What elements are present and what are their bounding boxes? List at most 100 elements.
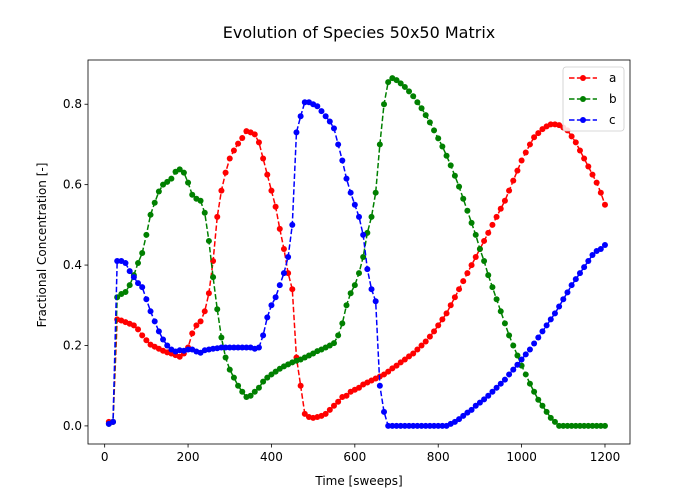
data-point-b-25 (210, 274, 217, 281)
data-point-b-32 (239, 388, 246, 395)
data-point-a-91 (485, 229, 492, 236)
data-point-b-72 (406, 88, 413, 95)
data-point-c-56 (339, 157, 346, 164)
data-point-c-67 (385, 422, 392, 429)
data-point-c-100 (522, 351, 529, 358)
data-point-b-58 (347, 290, 354, 297)
data-point-b-23 (201, 209, 208, 216)
data-point-a-21 (193, 322, 200, 329)
data-point-a-28 (222, 169, 229, 176)
data-point-a-30 (230, 147, 237, 154)
data-point-c-105 (543, 322, 550, 329)
legend: abc (562, 66, 625, 132)
data-point-a-94 (497, 205, 504, 212)
legend-swatch-marker-a (580, 75, 586, 81)
data-point-b-38 (264, 374, 271, 381)
data-point-c-8 (139, 284, 146, 291)
data-point-a-78 (431, 328, 438, 335)
data-point-b-116 (589, 422, 596, 429)
data-point-b-56 (339, 320, 346, 327)
data-point-a-86 (464, 270, 471, 277)
data-point-b-108 (556, 422, 563, 429)
data-point-a-42 (280, 245, 287, 252)
data-point-a-83 (451, 294, 458, 301)
legend-item-a: a (569, 71, 616, 85)
data-point-b-115 (585, 422, 592, 429)
data-point-c-12 (155, 328, 162, 335)
x-tick-label-2: 400 (260, 450, 283, 464)
data-point-b-75 (418, 105, 425, 112)
data-point-c-47 (301, 99, 308, 106)
data-point-b-37 (260, 378, 267, 385)
data-point-c-66 (381, 408, 388, 415)
data-point-c-72 (406, 422, 413, 429)
data-point-a-100 (522, 149, 529, 156)
data-point-a-96 (506, 187, 513, 194)
x-tick-label-4: 800 (427, 450, 450, 464)
data-point-c-96 (506, 371, 513, 378)
data-point-c-101 (526, 346, 533, 353)
data-point-a-93 (493, 213, 500, 220)
data-point-c-42 (280, 270, 287, 277)
data-point-b-113 (576, 422, 583, 429)
data-point-b-63 (368, 213, 375, 220)
data-point-b-76 (422, 112, 429, 119)
data-point-a-81 (443, 310, 450, 317)
data-point-b-98 (514, 352, 521, 359)
data-point-a-24 (205, 290, 212, 297)
data-point-c-77 (426, 422, 433, 429)
data-point-a-32 (239, 135, 246, 142)
data-point-a-113 (576, 147, 583, 154)
data-point-b-96 (506, 332, 513, 339)
data-point-a-95 (501, 197, 508, 204)
data-point-c-43 (285, 254, 292, 261)
data-point-c-50 (314, 103, 321, 110)
data-point-c-79 (435, 422, 442, 429)
data-point-b-95 (501, 320, 508, 327)
data-point-c-30 (230, 344, 237, 351)
data-point-c-90 (481, 396, 488, 403)
data-point-c-110 (564, 289, 571, 296)
data-point-b-20 (189, 191, 196, 198)
data-point-b-73 (410, 93, 417, 100)
data-point-a-116 (589, 171, 596, 178)
chart-title: Evolution of Species 50x50 Matrix (223, 23, 496, 42)
data-point-a-85 (460, 278, 467, 285)
data-point-c-93 (493, 384, 500, 391)
data-point-a-55 (335, 398, 342, 405)
axes-layer: 0 200 400 600 800 1000 1200 0.0 0.2 0.4 0.6 0.8 (63, 59, 631, 464)
data-point-b-22 (197, 197, 204, 204)
data-point-a-60 (356, 384, 362, 391)
data-point-b-11 (151, 199, 158, 206)
data-point-b-31 (235, 382, 242, 389)
data-point-b-4 (122, 289, 129, 296)
data-point-c-84 (456, 416, 463, 423)
data-point-b-34 (247, 392, 254, 399)
plot-area (88, 60, 630, 444)
data-point-b-103 (535, 396, 542, 403)
data-point-a-7 (135, 326, 142, 333)
data-point-b-79 (435, 135, 442, 142)
data-point-b-102 (531, 388, 538, 395)
data-point-c-97 (510, 366, 517, 373)
data-point-b-110 (564, 422, 571, 429)
data-point-b-57 (343, 302, 350, 309)
data-point-c-55 (335, 141, 342, 148)
data-point-b-85 (460, 195, 467, 202)
data-point-b-69 (393, 77, 400, 84)
data-point-c-92 (489, 388, 496, 395)
data-point-c-29 (226, 344, 233, 351)
data-point-c-91 (485, 392, 492, 399)
data-point-a-88 (472, 254, 479, 261)
data-point-c-58 (347, 189, 354, 196)
data-point-b-7 (135, 260, 142, 267)
data-point-c-80 (439, 422, 446, 429)
data-point-c-39 (268, 302, 275, 309)
data-point-a-41 (276, 225, 283, 232)
data-point-c-71 (401, 422, 408, 429)
data-point-a-6 (130, 322, 137, 329)
data-point-b-93 (493, 296, 500, 303)
data-point-c-63 (368, 286, 375, 293)
legend-swatch-marker-b (580, 96, 586, 102)
series-a (105, 121, 608, 425)
